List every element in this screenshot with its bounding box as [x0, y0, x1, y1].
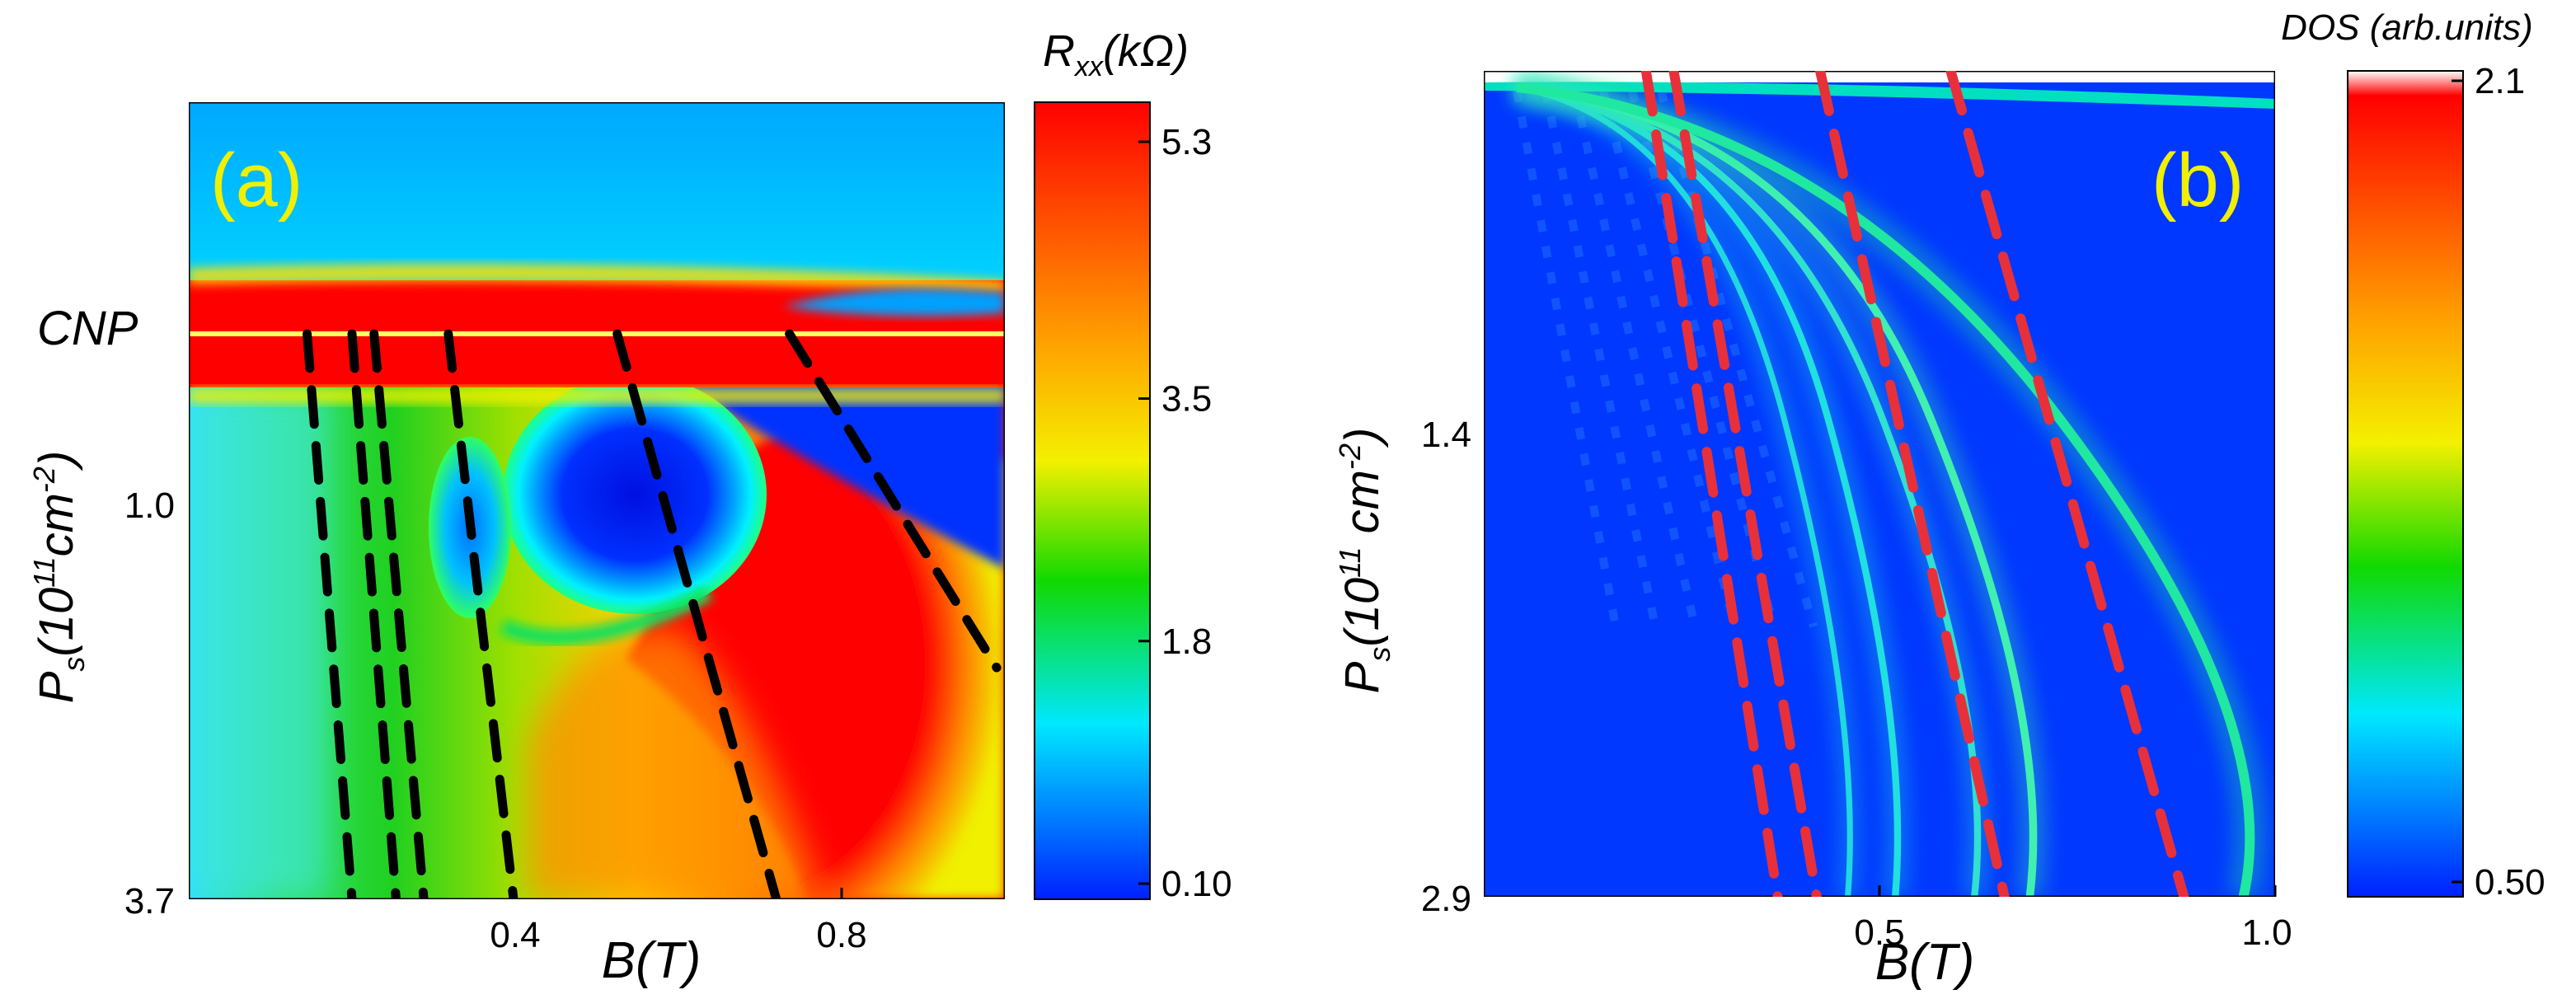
panel-a-xtick-label: 0.8 [816, 915, 866, 955]
panel-a-yaxis-label: Ps(1011cm-2) [27, 451, 91, 704]
panel-b-dashed-line [1668, 71, 1822, 897]
panel-b-dashed-line [1640, 71, 1783, 897]
panel-a-dashed-line [785, 329, 1002, 673]
panel-b-ytick-1: 1.4 [1421, 415, 1471, 455]
panel-a-colorbar-gradient [1034, 101, 1151, 900]
panel-b-yaxis-label: Ps(1011 cm-2) [1333, 428, 1396, 694]
colorbar-tick-label: 0.10 [1161, 864, 1232, 904]
panel-a-dashed-line [369, 329, 429, 899]
colorbar-tick-label: 1.8 [1161, 621, 1212, 662]
panel-b-xtick-label: 1.0 [2241, 912, 2292, 953]
panel-b-dashed-line [1815, 71, 2010, 897]
panel-a-label: (a) [210, 138, 303, 223]
panel-a-colorbar-title: Rxx(kΩ) [1043, 26, 1189, 82]
panel-b-colorbar-title: DOS (arb.units) [2281, 7, 2533, 48]
panel-a-ytick-1: 1.0 [124, 485, 175, 526]
colorbar-tick-label: 5.3 [1161, 122, 1212, 162]
panel-b-faint-level [1599, 89, 1738, 628]
panel-b-faint-level [1541, 89, 1659, 628]
panel-a-xtick-label: 0.4 [490, 915, 540, 955]
panel-a-dashed-lines [303, 329, 1002, 899]
panel-b-dashed-lines [1640, 71, 2189, 897]
panel-a-colorbar: Rxx(kΩ) 5.3 3.5 1.8 0.10 [1034, 26, 1232, 904]
panel-a-dashed-line [303, 329, 357, 899]
panel-a-dashed-line [443, 329, 518, 899]
panel-b-colorbar-gradient [2347, 70, 2464, 898]
panel-a-dashed-line [347, 329, 401, 899]
panel-b-xticks: 0.5 1.0 [1854, 885, 2292, 953]
panel-b-xtick-label: 0.5 [1854, 912, 1904, 953]
panel-b-dashed-line [1945, 71, 2189, 897]
panel-b-xlabel: B(T) [1875, 934, 1975, 991]
panel-b-colorbar: DOS (arb.units) 2.1 0.50 [2281, 7, 2545, 903]
panel-b-faint-level [1513, 90, 1620, 627]
panel-a-colorbar-ticks: 5.3 3.5 1.8 0.10 [1138, 122, 1232, 904]
panel-a-ytick-2: 3.7 [124, 881, 175, 922]
colorbar-tick-label: 2.1 [2475, 61, 2525, 101]
svg-text:Ps(1011cm-2): Ps(1011cm-2) [27, 451, 91, 704]
svg-text:Ps(1011 cm-2): Ps(1011 cm-2) [1333, 428, 1396, 694]
panel-a-dashed-line [612, 329, 781, 899]
panel-a-plot [189, 102, 1005, 899]
panel-b-ytick-2: 2.9 [1421, 879, 1471, 919]
panel-b-faint-level [1570, 89, 1699, 628]
panel-b-label: (b) [2151, 138, 2244, 223]
panel-a-cnp-label: CNP [37, 302, 138, 355]
colorbar-tick-label: 0.50 [2475, 862, 2546, 903]
panel-b-colorbar-ticks: 2.1 0.50 [2452, 61, 2546, 903]
colorbar-tick-label: 3.5 [1161, 379, 1212, 420]
panel-a-xlabel: B(T) [602, 932, 701, 989]
panel-a-xticks: 0.4 0.8 [490, 888, 867, 955]
